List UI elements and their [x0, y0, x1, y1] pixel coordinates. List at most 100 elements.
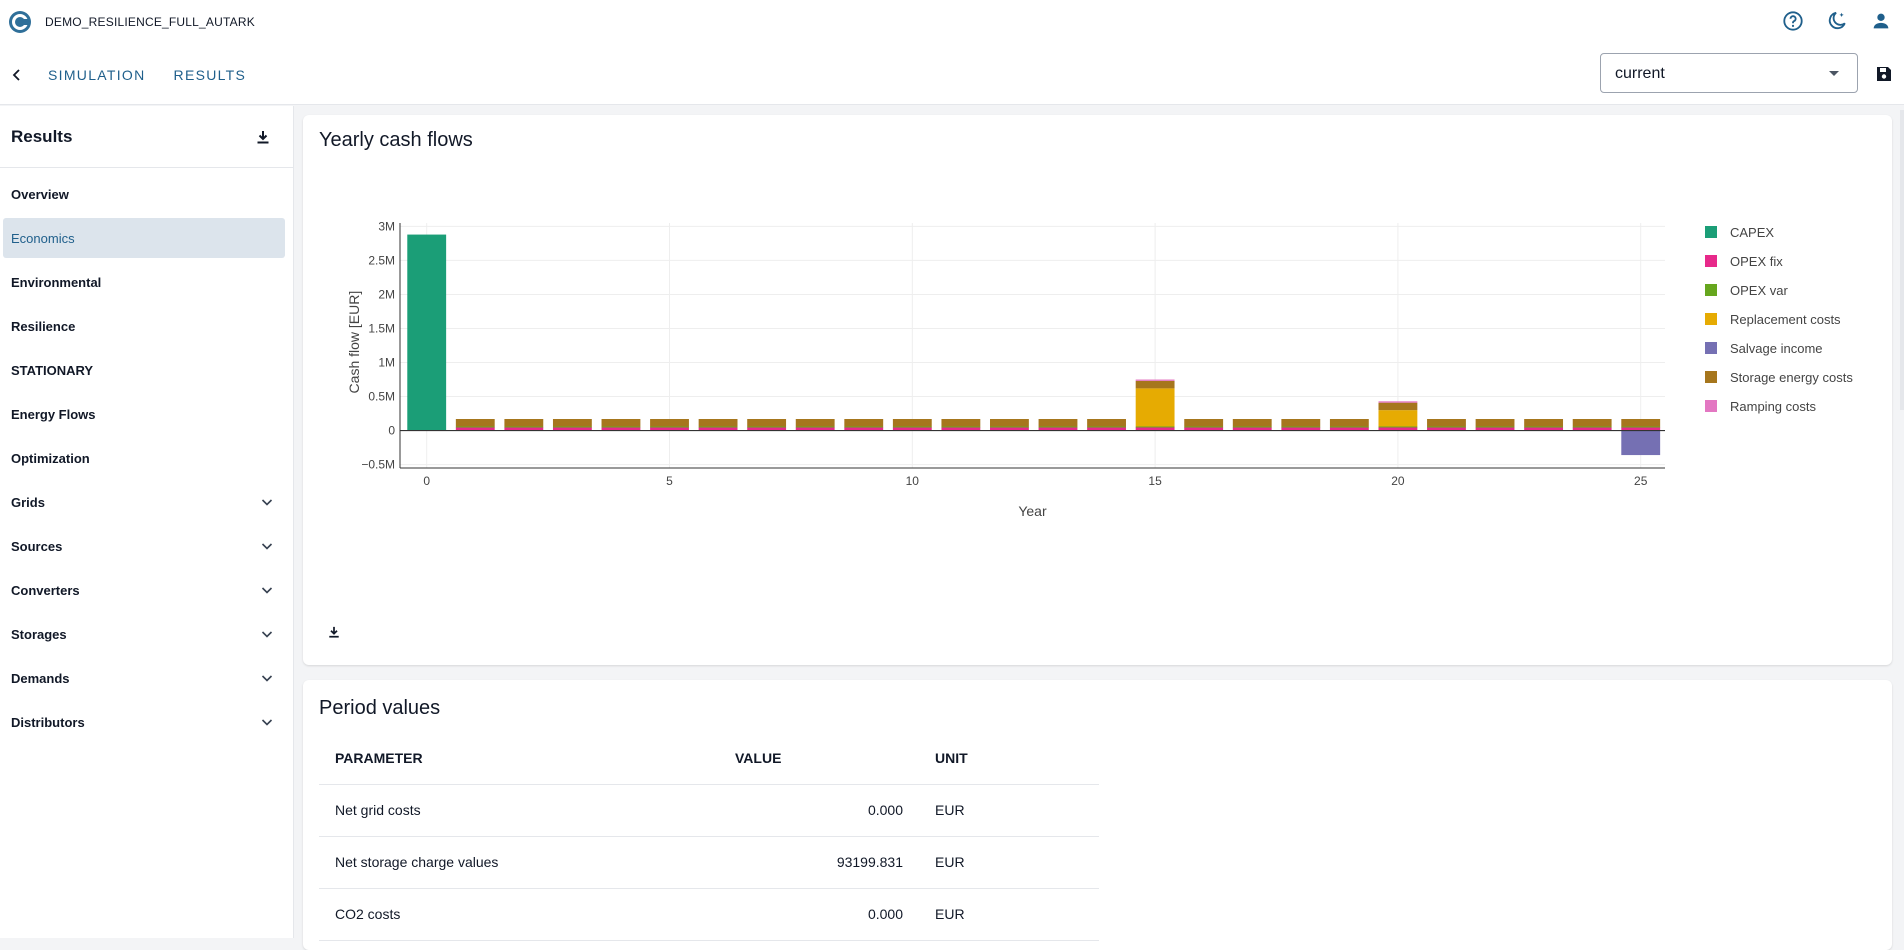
- chevron-down-icon: [261, 587, 273, 594]
- cell-parameter: Net storage charge values: [319, 836, 719, 889]
- header-value: VALUE: [719, 732, 919, 785]
- bar-storage-energy-costs-year-6: [698, 419, 738, 427]
- legend-label: CAPEX: [1730, 225, 1774, 240]
- table-row: Net grid costs 0.000 EUR: [319, 784, 1099, 837]
- y-tick-label: 2.5M: [368, 253, 395, 267]
- bar-opex-var-year-21: [1427, 426, 1466, 428]
- table-body: Net grid costs 0.000 EUR Net storage charge…: [319, 784, 1099, 941]
- sidebar-item-optimization[interactable]: Optimization: [3, 438, 285, 478]
- sidebar-item-stationary[interactable]: STATIONARY: [3, 350, 285, 390]
- scrollbar[interactable]: [1900, 110, 1904, 410]
- legend-swatch-salvage-income: [1705, 342, 1717, 354]
- y-tick-label: 1M: [378, 356, 395, 370]
- bar-storage-energy-costs-year-9: [844, 419, 884, 427]
- bar-opex-var-year-19: [1329, 426, 1369, 428]
- sidebar-item-demands[interactable]: Demands: [3, 658, 285, 698]
- sidebar-item-label: Optimization: [11, 450, 90, 466]
- cell-parameter: Net grid costs: [319, 784, 719, 837]
- y-tick-label: 0.5M: [368, 390, 395, 404]
- x-axis-label: Year: [1018, 503, 1047, 519]
- save-button[interactable]: [1870, 62, 1898, 86]
- app-logo-icon: [9, 11, 31, 33]
- y-tick-label: 1.5M: [368, 321, 395, 335]
- bar-opex-fix-year-23: [1524, 427, 1564, 431]
- chevron-down-icon: [261, 719, 273, 726]
- bar-opex-var-year-6: [698, 426, 738, 428]
- sidebar-item-label: Overview: [11, 186, 69, 202]
- sidebar-item-converters[interactable]: Converters: [3, 570, 285, 610]
- top-bar: DEMO_RESILIENCE_FULL_AUTARK SIMULATION R…: [0, 0, 1904, 105]
- legend-label: OPEX fix: [1730, 254, 1783, 269]
- bar-opex-fix-year-8: [795, 427, 835, 431]
- bar-opex-var-year-16: [1184, 426, 1224, 428]
- scenario-select[interactable]: current: [1600, 53, 1858, 93]
- sidebar-item-environmental[interactable]: Environmental: [3, 262, 285, 302]
- bar-opex-fix-year-13: [1038, 427, 1078, 431]
- bar-ramping-costs-year-15: [1135, 379, 1175, 381]
- chevron-down-icon: [261, 631, 273, 638]
- bar-storage-energy-costs-year-25: [1621, 419, 1661, 427]
- legend-swatch-opex-fix: [1705, 255, 1717, 267]
- bar-storage-energy-costs-year-17: [1232, 419, 1272, 427]
- bar-opex-var-year-14: [1087, 426, 1126, 428]
- sidebar-item-label: STATIONARY: [11, 362, 94, 378]
- bar-opex-var-year-24: [1572, 426, 1612, 428]
- y-tick-label: 0: [388, 424, 395, 438]
- sidebar-item-distributors[interactable]: Distributors: [3, 702, 285, 742]
- bar-opex-fix-year-2: [504, 427, 544, 431]
- bar-storage-energy-costs-year-20: [1378, 402, 1418, 411]
- x-tick-label: 25: [1634, 474, 1648, 488]
- results-download-button[interactable]: [252, 126, 274, 148]
- sidebar-item-label: Storages: [11, 626, 67, 642]
- bar-storage-energy-costs-year-23: [1524, 419, 1564, 427]
- bar-opex-fix-year-11: [941, 427, 981, 431]
- tab-results[interactable]: RESULTS: [173, 67, 247, 83]
- dark-mode-icon[interactable]: [1824, 8, 1850, 34]
- sidebar-item-resilience[interactable]: Resilience: [3, 306, 285, 346]
- top-actions: [1780, 8, 1894, 34]
- sidebar-item-storages[interactable]: Storages: [3, 614, 285, 654]
- sidebar-item-overview[interactable]: Overview: [3, 174, 285, 214]
- help-icon[interactable]: [1780, 8, 1806, 34]
- account-icon[interactable]: [1868, 8, 1894, 34]
- bar-opex-fix-year-15: [1135, 427, 1175, 431]
- cell-value: 93199.831: [719, 836, 919, 889]
- legend-swatch-capex: [1705, 226, 1717, 238]
- chart-download-button[interactable]: [325, 623, 343, 641]
- bar-storage-energy-costs-year-4: [601, 419, 641, 427]
- sidebar-item-energy-flows[interactable]: Energy Flows: [3, 394, 285, 434]
- bar-opex-var-year-25: [1621, 426, 1661, 428]
- back-button[interactable]: [2, 58, 32, 92]
- bar-opex-fix-year-17: [1232, 427, 1272, 431]
- cell-unit: EUR: [919, 888, 1099, 941]
- legend-label: Storage energy costs: [1730, 370, 1853, 385]
- legend-swatch-opex-var: [1705, 284, 1717, 296]
- bar-opex-fix-year-24: [1572, 427, 1612, 431]
- sidebar-title: Results: [11, 127, 73, 146]
- period-values-table: PARAMETER VALUE UNIT Net grid costs 0.000…: [319, 732, 1099, 941]
- tab-simulation[interactable]: SIMULATION: [48, 67, 146, 83]
- sidebar-item-economics[interactable]: Economics: [3, 218, 285, 258]
- bar-opex-var-year-10: [892, 426, 932, 428]
- bar-opex-fix-year-19: [1329, 427, 1369, 431]
- bar-storage-energy-costs-year-16: [1184, 419, 1224, 427]
- bar-opex-var-year-15: [1135, 426, 1175, 428]
- sidebar-item-label: Resilience: [11, 318, 76, 334]
- bar-opex-fix-year-7: [747, 427, 787, 431]
- bar-opex-fix-year-18: [1281, 427, 1321, 431]
- sidebar-item-label: Environmental: [11, 274, 102, 290]
- sidebar-item-sources[interactable]: Sources: [3, 526, 285, 566]
- sidebar-item-grids[interactable]: Grids: [3, 482, 285, 522]
- legend-label: Replacement costs: [1730, 312, 1841, 327]
- y-tick-label: 3M: [378, 219, 395, 233]
- bar-storage-energy-costs-year-12: [990, 419, 1029, 427]
- legend-swatch-storage-energy-costs: [1705, 371, 1717, 383]
- bar-opex-fix-year-14: [1087, 427, 1126, 431]
- bar-opex-var-year-17: [1232, 426, 1272, 428]
- chevron-left-icon: [12, 69, 20, 81]
- bar-storage-energy-costs-year-21: [1427, 419, 1466, 427]
- legend-swatch-ramping-costs: [1705, 400, 1717, 412]
- bar-opex-var-year-1: [455, 426, 495, 428]
- bar-opex-var-year-11: [941, 426, 981, 428]
- bar-ramping-costs-year-20: [1378, 401, 1418, 403]
